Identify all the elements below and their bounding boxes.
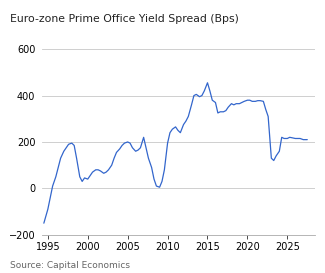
Text: Euro-zone Prime Office Yield Spread (Bps): Euro-zone Prime Office Yield Spread (Bps… <box>10 14 239 24</box>
Text: Source: Capital Economics: Source: Capital Economics <box>10 261 130 270</box>
